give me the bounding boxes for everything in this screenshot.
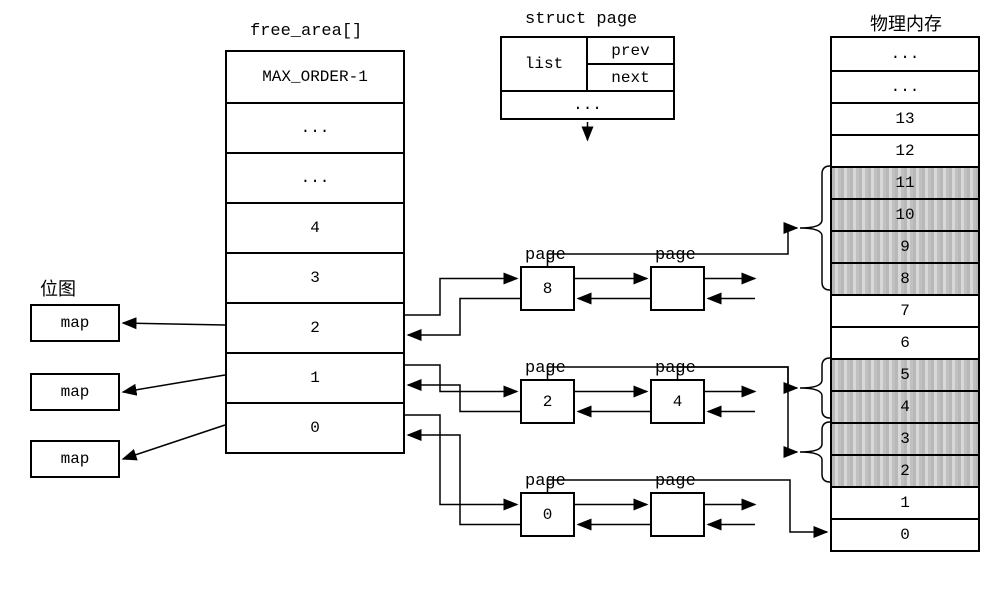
page-node-0-0: 8 <box>520 266 575 311</box>
free-area-cell-1: ... <box>227 102 403 152</box>
page-label-2-1: page <box>655 472 696 491</box>
page-label-0-1: page <box>655 246 696 265</box>
pm-cell-9: 6 <box>832 326 978 358</box>
next-label: next <box>611 69 649 87</box>
pm-cell-7: 8 <box>832 262 978 294</box>
free-area-cell-6: 1 <box>227 352 403 402</box>
map-box-2: map <box>30 440 120 478</box>
pm-cell-6: 9 <box>832 230 978 262</box>
free-area-cell-0: MAX_ORDER-1 <box>227 52 403 102</box>
phys-mem-column: ......131211109876543210 <box>830 36 980 552</box>
pm-cell-1: ... <box>832 70 978 102</box>
pm-cell-3: 12 <box>832 134 978 166</box>
map-box-1: map <box>30 373 120 411</box>
page-node-1-0: 2 <box>520 379 575 424</box>
pm-cell-0: ... <box>832 38 978 70</box>
page-label-1-1: page <box>655 359 696 378</box>
struct-page-prev: prev <box>588 38 673 65</box>
free-area-cell-7: 0 <box>227 402 403 452</box>
struct-page-next: next <box>588 65 673 90</box>
pm-cell-5: 10 <box>832 198 978 230</box>
pm-cell-12: 3 <box>832 422 978 454</box>
free-area-cell-5: 2 <box>227 302 403 352</box>
pm-cell-4: 11 <box>832 166 978 198</box>
struct-page-title: struct page <box>525 10 637 29</box>
prev-label: prev <box>611 42 649 60</box>
free-area-cell-2: ... <box>227 152 403 202</box>
page-node-2-0: 0 <box>520 492 575 537</box>
free-area-column: MAX_ORDER-1......43210 <box>225 50 405 454</box>
pm-cell-13: 2 <box>832 454 978 486</box>
free-area-cell-3: 4 <box>227 202 403 252</box>
page-label-0-0: page <box>525 246 566 265</box>
pm-cell-15: 0 <box>832 518 978 550</box>
pm-cell-14: 1 <box>832 486 978 518</box>
pm-cell-8: 7 <box>832 294 978 326</box>
pm-cell-11: 4 <box>832 390 978 422</box>
list-label: list <box>525 55 563 73</box>
struct-page-dots: ... <box>502 90 673 118</box>
page-node-1-1: 4 <box>650 379 705 424</box>
pm-cell-10: 5 <box>832 358 978 390</box>
free-area-cell-4: 3 <box>227 252 403 302</box>
phys-mem-title: 物理内存 <box>870 10 942 36</box>
pm-cell-2: 13 <box>832 102 978 134</box>
map-box-0: map <box>30 304 120 342</box>
bitmap-title: 位图 <box>40 275 76 301</box>
page-label-1-0: page <box>525 359 566 378</box>
struct-page-box: list prev next ... <box>500 36 675 120</box>
struct-page-list: list <box>502 38 588 90</box>
page-node-2-1 <box>650 492 705 537</box>
page-node-0-1 <box>650 266 705 311</box>
free-area-title: free_area[] <box>250 22 362 41</box>
dots-label: ... <box>573 96 602 114</box>
page-label-2-0: page <box>525 472 566 491</box>
